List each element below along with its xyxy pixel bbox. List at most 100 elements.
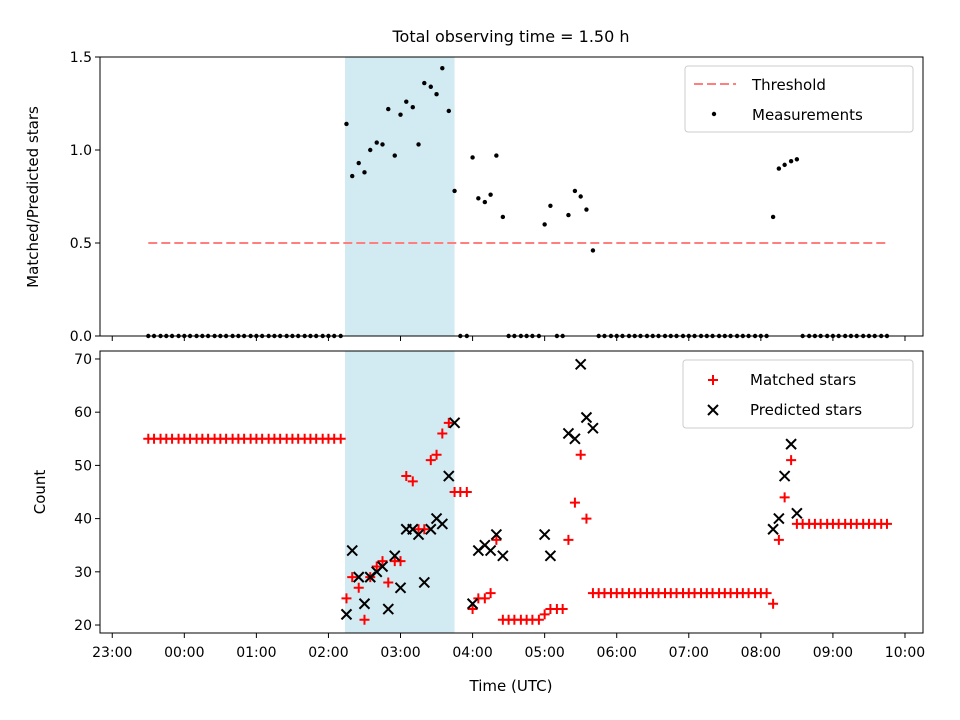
predicted-star-point	[443, 470, 455, 482]
matched-star-point	[581, 513, 592, 524]
measurement-point	[428, 84, 433, 89]
measurement-point	[572, 188, 578, 194]
predicted-star-point	[425, 523, 437, 535]
matched-legend-swatch	[708, 375, 718, 385]
top-legend: Threshold Measurements	[684, 65, 914, 133]
predicted-star-point	[484, 544, 497, 557]
predicted-star-point	[574, 358, 587, 371]
measurement-point	[566, 212, 571, 218]
matched-star-point	[359, 614, 370, 625]
matched-star-point	[443, 417, 454, 428]
predicted-star-point	[773, 512, 785, 525]
measurement-point	[440, 65, 445, 71]
chart-title: Total observing time = 1.50 h	[391, 27, 629, 46]
matched-star-point	[569, 497, 580, 508]
bottom-y-tick-label: 50	[74, 458, 92, 474]
x-tick-label: 04:00	[452, 645, 492, 661]
matched-star-point	[437, 428, 448, 439]
measurement-point	[344, 121, 349, 127]
measurement-point	[542, 222, 547, 227]
measurement-point	[362, 170, 367, 175]
predicted-star-point	[587, 422, 599, 434]
measurement-point	[548, 203, 553, 208]
matched-star-point	[533, 614, 544, 625]
measurement-point	[446, 108, 452, 114]
x-tick-label: 23:00	[92, 645, 132, 661]
x-tick-label: 02:00	[308, 645, 348, 661]
matched-star-point	[425, 455, 436, 466]
measurement-point	[776, 166, 782, 171]
x-tick-label: 08:00	[741, 645, 781, 661]
matched-star-point	[431, 449, 442, 460]
matched-star-point	[371, 561, 382, 572]
bottom-plot-frame	[99, 350, 924, 634]
predicted-star-point	[436, 518, 449, 530]
predicted-legend-label: Predicted stars	[750, 401, 862, 419]
bottom-panel: 20 30 40 50 60 70 23:00 00:00 01:00 02:00 03:00 04…	[31, 350, 925, 695]
bottom-y-tick-label: 20	[74, 618, 92, 634]
matched-star-point	[347, 572, 358, 583]
predicted-star-point	[791, 507, 803, 519]
matched-star-point	[761, 588, 772, 599]
measurements-legend-label: Measurements	[752, 106, 863, 124]
measurement-point	[476, 196, 481, 201]
matched-legend-label: Matched stars	[750, 371, 856, 389]
matched-star-point	[479, 593, 490, 604]
top-y-axis-label: Matched/Predicted stars	[24, 106, 42, 288]
predicted-star-point	[412, 528, 425, 541]
predicted-star-point	[580, 411, 593, 424]
threshold-legend-label: Threshold	[751, 76, 826, 94]
predicted-star-point	[389, 550, 401, 562]
measurement-point	[368, 147, 373, 153]
measurement-point	[500, 214, 506, 220]
predicted-star-point	[358, 598, 371, 610]
predicted-star-point	[418, 576, 431, 589]
matched-star-point	[461, 487, 472, 497]
matched-star-point	[768, 598, 779, 609]
measurement-point	[494, 153, 499, 158]
measurement-point	[584, 207, 589, 212]
measurement-point	[386, 106, 391, 112]
predicted-legend-swatch	[707, 404, 719, 416]
predicted-star-point	[382, 603, 394, 615]
measurement-point	[788, 158, 794, 164]
measurement-point	[482, 199, 488, 205]
predicted-star-point	[394, 582, 407, 594]
bottom-observing-window	[345, 351, 455, 633]
bottom-legend-box	[682, 359, 914, 429]
x-tick-label: 00:00	[164, 645, 204, 661]
top-y-tick-label: 1.5	[70, 50, 92, 66]
predicted-star-point	[778, 470, 791, 482]
matched-star-point	[575, 449, 586, 460]
predicted-star-point	[785, 438, 797, 450]
measurement-point	[470, 155, 475, 160]
measurements-legend-swatch	[711, 111, 717, 117]
x-tick-label: 09:00	[813, 645, 853, 661]
measurement-point	[416, 142, 421, 147]
bottom-y-tick-label: 70	[74, 352, 92, 368]
measurement-point	[392, 153, 397, 158]
predicted-star-point	[346, 544, 358, 557]
matched-star-point	[383, 577, 394, 588]
top-panel: 0.0 0.5 1.0 1.5 Matched/Predicted stars Thr…	[24, 50, 924, 345]
predicted-star-point	[340, 608, 353, 621]
measurement-point	[374, 140, 379, 145]
measurement-point	[350, 173, 355, 179]
predicted-star-point	[767, 523, 779, 535]
measurement-point	[782, 162, 787, 168]
matched-star-point	[485, 588, 496, 599]
matched-star-point	[407, 476, 418, 487]
measurement-point	[380, 142, 385, 147]
top-legend-box	[684, 65, 914, 133]
measurement-point	[410, 105, 415, 110]
bottom-y-axis-label: Count	[31, 470, 49, 515]
top-observing-window	[345, 57, 455, 336]
predicted-star-point	[376, 560, 389, 573]
predicted-star-point	[569, 433, 581, 445]
matched-star-point	[335, 433, 346, 444]
measurement-point	[356, 160, 361, 166]
predicted-star-point	[538, 528, 551, 541]
x-tick-label: 05:00	[524, 645, 564, 661]
matched-star-point	[401, 471, 412, 482]
